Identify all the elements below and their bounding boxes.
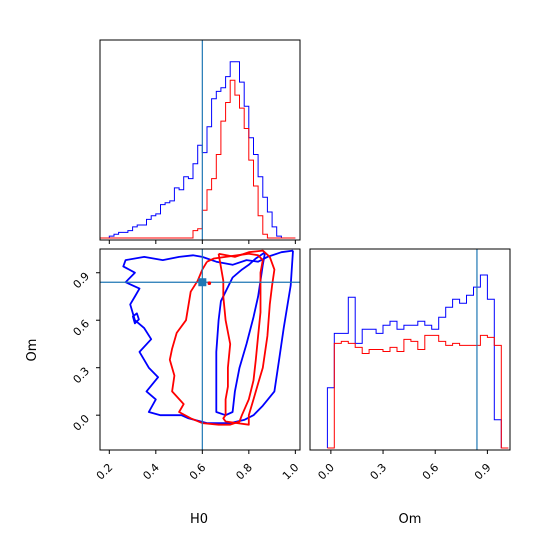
x-axis-label-om: Om	[399, 512, 422, 527]
contour-series-1-level-0	[217, 249, 276, 426]
h0-tick-label-0: 0.2	[94, 461, 116, 483]
om-x-tick-label-1: 0.3	[368, 461, 390, 483]
om-tick-label-0: 0.0	[71, 412, 93, 434]
contour-frame	[99, 248, 301, 451]
om-tick-label-1: 0.3	[71, 365, 93, 387]
om-tick-label-2: 0.6	[71, 317, 93, 339]
h0-tick-label-2: 0.6	[187, 461, 209, 483]
h0-histogram-series-1	[100, 79, 296, 239]
contour-series-1-level-1	[168, 252, 264, 426]
h0-tick-label-1: 0.4	[140, 461, 162, 483]
x-axis-label-h0: H0	[190, 512, 208, 527]
om-x-tick-label-0: 0.0	[315, 461, 337, 483]
contour-series-0-level-0	[122, 249, 294, 424]
h0-tick-label-4: 1.0	[280, 461, 302, 483]
om-x-tick-label-2: 0.6	[420, 461, 442, 483]
contour-red-dot	[207, 281, 212, 286]
h0-om-contour-panel: 0.2 0.4 0.6 0.8 1.0 0.0 0.3 0.6 0.9	[71, 248, 302, 483]
om-marginal-frame	[309, 248, 511, 451]
contour-island	[131, 312, 140, 325]
om-x-tick-label-3: 0.9	[472, 461, 494, 483]
y-axis-label-om: Om	[25, 339, 40, 362]
contour-series-0-level-1	[215, 251, 266, 417]
h0-marginal-panel	[99, 39, 301, 244]
om-marginal-panel: 0.0 0.3 0.6 0.9	[309, 248, 511, 483]
h0-histogram-series-0	[100, 61, 296, 239]
contour-truth-point	[198, 278, 207, 287]
h0-tick-label-3: 0.8	[233, 461, 255, 483]
h0-marginal-frame	[99, 39, 301, 241]
om-tick-label-3: 0.9	[71, 270, 93, 292]
om-histogram-series-0	[326, 274, 509, 449]
om-histogram-series-1	[327, 334, 509, 449]
